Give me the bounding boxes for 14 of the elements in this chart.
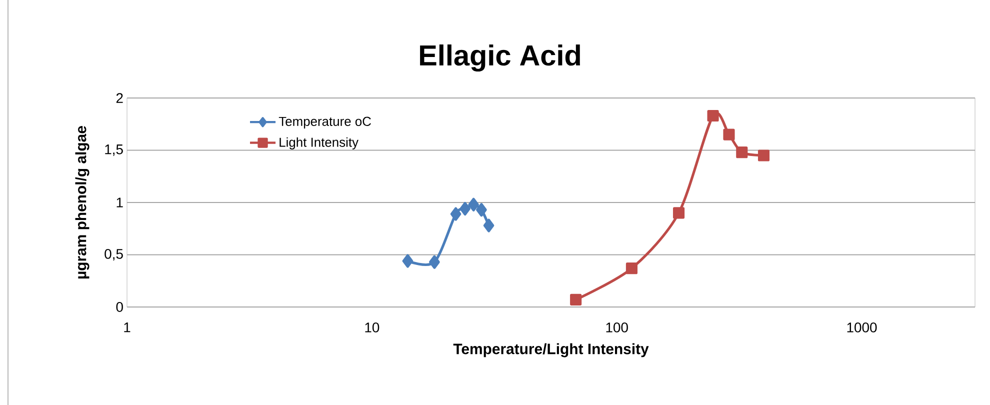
legend-label: Temperature oC [278,116,371,129]
x-tick-label: 1000 [847,322,877,332]
x-tick-label: 10 [365,322,380,332]
y-axis-title: µgram phenol/g algae [75,126,90,278]
y-tick-label: 0,5 [104,248,123,261]
y-tick-label: 1,5 [105,144,123,156]
x-tick-label: 100 [606,322,628,332]
x-axis-title: Temperature/Light Intensity [453,343,649,358]
chart-title: Ellagic Acid [420,44,580,72]
y-tick-label: 0 [116,302,123,312]
y-tick-label: 1 [116,198,123,208]
legend-label: Light Intensity [280,137,358,150]
x-tick-label: 1 [124,322,130,332]
y-tick-label: 2 [116,93,123,103]
